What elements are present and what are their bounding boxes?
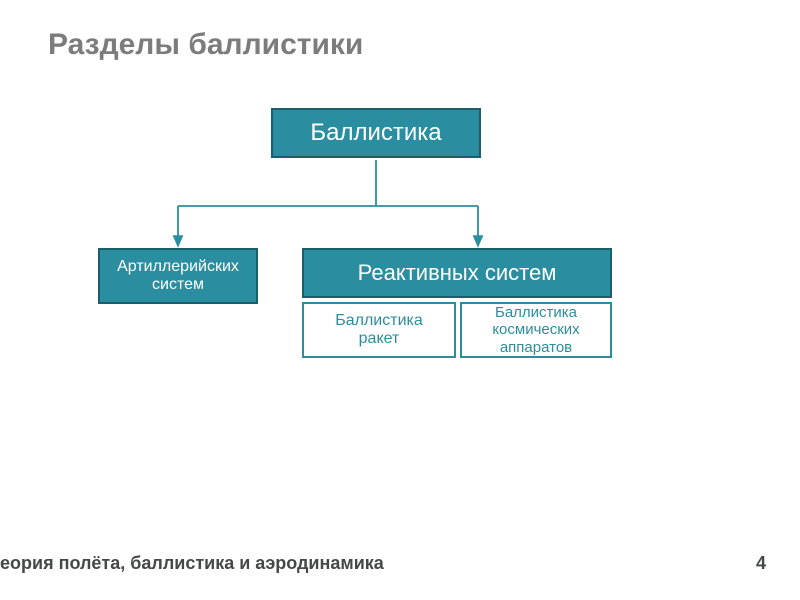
node-label: Баллистика [310, 119, 441, 147]
node-rockets: Баллистикаракет [302, 302, 456, 358]
page-number: 4 [756, 553, 766, 574]
node-label: Артиллерийскихсистем [117, 258, 239, 295]
node-spacecraft: Баллистикакосмическихаппаратов [460, 302, 612, 358]
slide: Разделы баллистики Баллистика Артиллерий… [0, 0, 800, 600]
node-label: Реактивных систем [358, 260, 557, 285]
diagram-area: Баллистика Артиллерийскихсистем Реактивн… [0, 0, 800, 600]
node-reactive: Реактивных систем [302, 248, 612, 298]
node-root: Баллистика [271, 108, 481, 158]
node-artillery: Артиллерийскихсистем [98, 248, 258, 304]
footer-text: еория полёта, баллистика и аэродинамика [0, 553, 384, 574]
node-label: Баллистикаракет [335, 312, 423, 349]
node-label: Баллистикакосмическихаппаратов [492, 304, 579, 356]
